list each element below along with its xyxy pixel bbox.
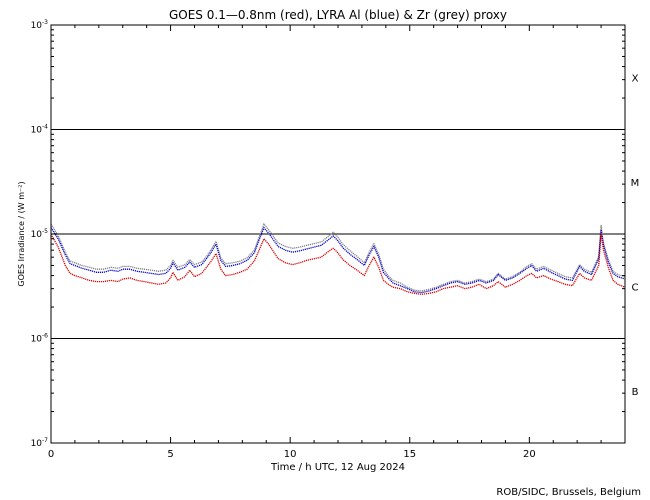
x-axis: 0 5 10 15 20 [48, 25, 626, 460]
y-axis-label: GOES Irradiance / (W m⁻²) [17, 181, 26, 286]
x-axis-label: Time / h UTC, 12 Aug 2024 [270, 462, 405, 473]
series-line-2 [50, 223, 626, 292]
flare-class-labels: X M C B [631, 73, 640, 398]
y-tick-label: 10-7 [31, 437, 49, 449]
x-tick-label: 5 [167, 449, 173, 460]
series-line-0 [50, 233, 626, 295]
y-axis: 10-3 10-4 10-5 10-6 10-7 [31, 19, 625, 449]
credit-text: ROB/SIDC, Brussels, Belgium [496, 487, 641, 498]
y-tick-label: 10-4 [31, 124, 49, 136]
reference-lines [51, 129, 625, 339]
series-layer [50, 223, 626, 295]
y-tick-label: 10-6 [31, 333, 49, 345]
series-line-1 [50, 227, 626, 294]
flare-class-label: C [632, 282, 639, 293]
flare-class-label: M [631, 178, 640, 189]
x-tick-label: 10 [284, 449, 297, 460]
flare-class-label: X [632, 73, 639, 84]
x-tick-label: 15 [403, 449, 416, 460]
y-tick-label: 10-3 [31, 19, 49, 31]
chart-title: GOES 0.1—0.8nm (red), LYRA Al (blue) & Z… [169, 8, 507, 22]
x-tick-label: 20 [523, 449, 536, 460]
flare-class-label: B [632, 387, 639, 398]
y-tick-label: 10-5 [31, 228, 49, 240]
x-tick-label: 0 [48, 449, 54, 460]
